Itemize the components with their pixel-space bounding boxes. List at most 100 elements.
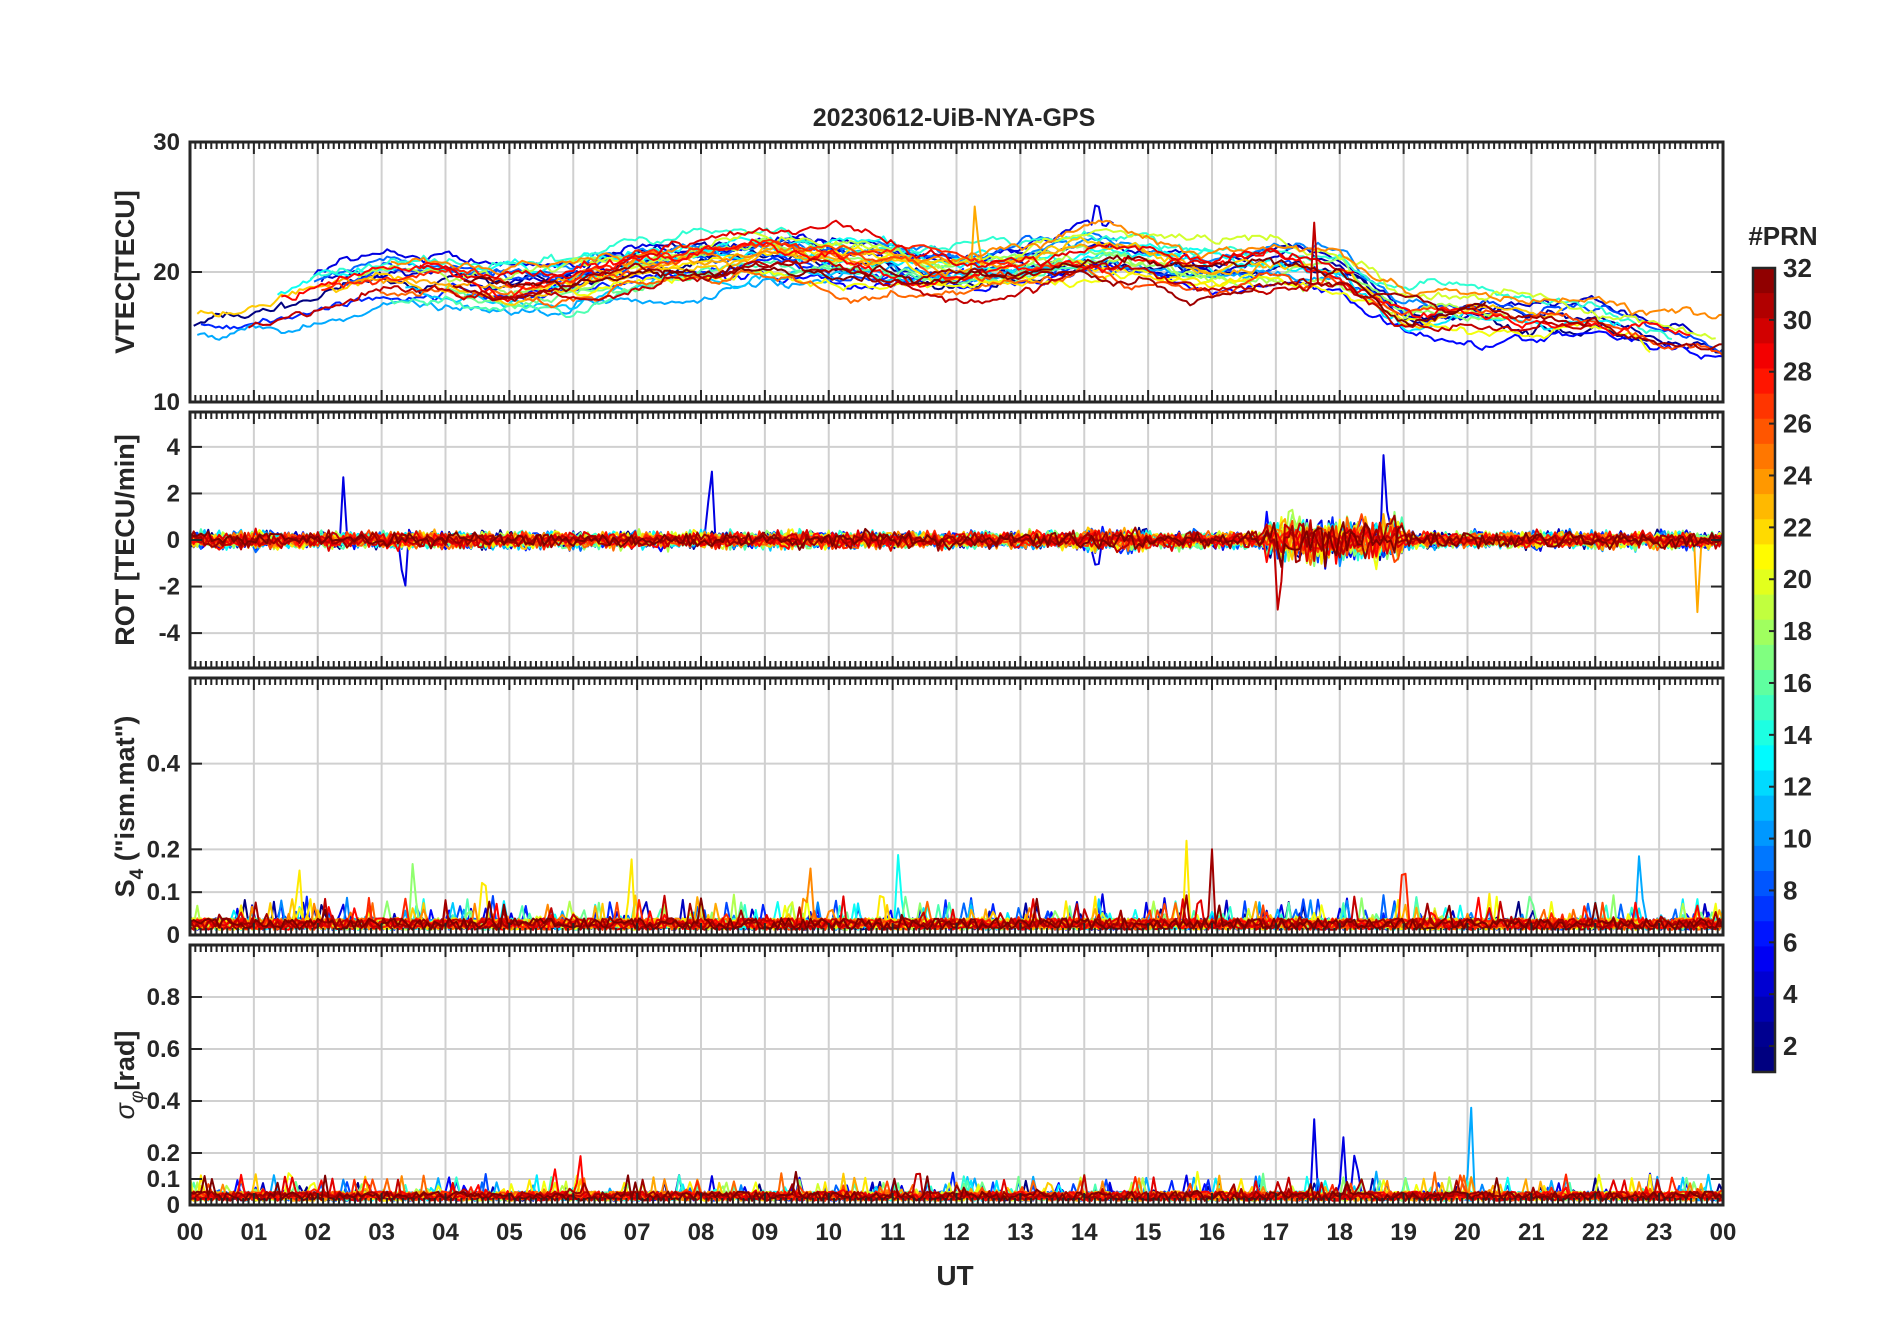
- y-axis-label-vtec: VTEC[TECU]: [110, 190, 140, 354]
- x-tick-label: 07: [624, 1219, 651, 1246]
- colorbar-swatch: [1753, 619, 1775, 646]
- y-tick-label: 0: [167, 527, 180, 554]
- colorbar-swatch: [1753, 268, 1775, 294]
- x-tick-label: 00: [177, 1219, 204, 1246]
- series-line-prn-32: [190, 521, 1723, 568]
- x-tick-label: 15: [1135, 1219, 1162, 1246]
- x-tick-label: 18: [1326, 1219, 1353, 1246]
- minor-ticks-sigma_phi: [189, 945, 1724, 1205]
- y-tick-label: 4: [167, 434, 181, 461]
- colorbar-swatch: [1753, 670, 1775, 696]
- colorbar-tick-label: 28: [1783, 357, 1812, 387]
- colorbar-swatch: [1753, 644, 1775, 671]
- x-tick-label: 02: [304, 1219, 331, 1246]
- colorbar-tick-label: 16: [1783, 668, 1812, 698]
- colorbar-tick-label: 26: [1783, 409, 1812, 439]
- panel-vtec: 10 20 30 VTEC[TECU]: [110, 129, 1725, 416]
- colorbar-swatch: [1753, 845, 1775, 872]
- colorbar-swatch: [1753, 368, 1775, 395]
- series-line-prn-10: [196, 258, 1359, 341]
- series-line-prn-31: [452, 260, 1723, 351]
- series-line-prn-19: [569, 228, 1716, 340]
- y-tick-label: 0.1: [147, 1166, 180, 1193]
- colorbar-swatch: [1753, 569, 1775, 596]
- x-tick-label: 16: [1199, 1219, 1226, 1246]
- colorbar-swatch: [1753, 443, 1775, 470]
- colorbar-tick-label: 10: [1783, 824, 1812, 854]
- x-tick-label: 01: [241, 1219, 268, 1246]
- colorbar-tick-label: 24: [1783, 460, 1812, 490]
- colorbar-swatch: [1753, 820, 1775, 847]
- x-tick-label: 11: [880, 1219, 905, 1246]
- colorbar-frame: [1751, 266, 1777, 1074]
- colorbar-swatch: [1753, 469, 1775, 495]
- x-tick-label: 22: [1582, 1219, 1609, 1246]
- colorbar-tick-label: 22: [1783, 512, 1812, 542]
- y-tick-label: 0.1: [147, 879, 180, 906]
- x-tick-label: 23: [1646, 1219, 1673, 1246]
- y-tick-label: 0.4: [147, 751, 181, 778]
- minor-ticks-s4: [189, 678, 1724, 935]
- y-tick-label: 0: [167, 1192, 180, 1219]
- series-line-prn-25: [379, 266, 1107, 309]
- colorbar-swatch: [1753, 770, 1775, 797]
- series-vtec: [193, 204, 1723, 360]
- x-tick-label: 21: [1518, 1219, 1545, 1246]
- colorbar-swatch: [1753, 745, 1775, 772]
- colorbar-swatch: [1753, 971, 1775, 998]
- colorbar-tick-label: 32: [1783, 253, 1812, 283]
- series-line-prn-27: [321, 238, 1031, 292]
- x-tick-label: 09: [752, 1219, 779, 1246]
- y-tick-label: 0.2: [147, 836, 180, 863]
- x-axis: 00 01 02 03 04 05 06 07 08 09 10 11 12 13 14 15 16 17 18 19…: [177, 1219, 1737, 1246]
- colorbar-tick-label: 14: [1783, 720, 1812, 750]
- x-tick-label: 10: [815, 1219, 842, 1246]
- colorbar-swatch: [1753, 418, 1775, 445]
- colorbar-tick-label: 20: [1783, 564, 1812, 594]
- panel-rot: -4 -2 0 2 4 ROT [TECU/min]: [110, 410, 1725, 670]
- colorbar-swatch: [1753, 695, 1775, 721]
- colorbar-swatch: [1753, 393, 1775, 420]
- series-rot: [190, 454, 1723, 614]
- y-tick-label: 2: [167, 480, 180, 507]
- colorbar-swatch: [1753, 921, 1775, 947]
- x-tick-label: 06: [560, 1219, 587, 1246]
- y-tick-label: 0.4: [147, 1088, 181, 1115]
- colorbar-swatch: [1753, 871, 1775, 897]
- colorbar-swatch: [1753, 519, 1775, 545]
- x-tick-label: 03: [368, 1219, 395, 1246]
- series-line-prn-30: [247, 221, 1592, 333]
- colorbar-swatch: [1753, 544, 1775, 571]
- colorbar-tick-label: 2: [1783, 1031, 1797, 1061]
- colorbar-swatch: [1753, 896, 1775, 922]
- y-axis-label-sigma_phi: σφ[rad]: [110, 1031, 148, 1120]
- y-axis-label-s4: S4 ("ism.mat"): [110, 716, 148, 898]
- colorbar-swatch: [1753, 494, 1775, 520]
- colorbar-swatch: [1753, 946, 1775, 973]
- y-tick-label: -4: [159, 620, 181, 647]
- x-tick-label: 00: [1710, 1219, 1737, 1246]
- colorbar-swatch: [1753, 594, 1775, 621]
- colorbar-tick-label: 8: [1783, 875, 1797, 905]
- x-tick-label: 12: [943, 1219, 970, 1246]
- colorbar-label: #PRN: [1748, 221, 1817, 251]
- series-line-prn-32: [463, 254, 1487, 327]
- colorbar-swatch: [1753, 343, 1775, 370]
- y-tick-label: -2: [159, 574, 180, 601]
- colorbar-swatch: [1753, 720, 1775, 746]
- chart-title: 20230612-UiB-NYA-GPS: [813, 104, 1096, 132]
- panel-s4: 0 0.1 0.2 0.4S4 ("ism.mat"): [110, 676, 1725, 949]
- colorbar-tick-label: 30: [1783, 305, 1812, 335]
- x-tick-label: 04: [432, 1219, 459, 1246]
- x-axis-label: UT: [936, 1260, 973, 1291]
- series-line-prn-24: [390, 219, 1723, 320]
- colorbar-swatch: [1753, 1021, 1775, 1048]
- series-line-prn-29: [419, 219, 1355, 280]
- colorbar-swatch: [1753, 318, 1775, 344]
- colorbar-tick-label: 18: [1783, 616, 1812, 646]
- minor-ticks-rot: [189, 412, 1724, 668]
- colorbar-tick-label: 6: [1783, 927, 1797, 957]
- x-tick-label: 20: [1454, 1219, 1481, 1246]
- x-tick-label: 13: [1007, 1219, 1034, 1246]
